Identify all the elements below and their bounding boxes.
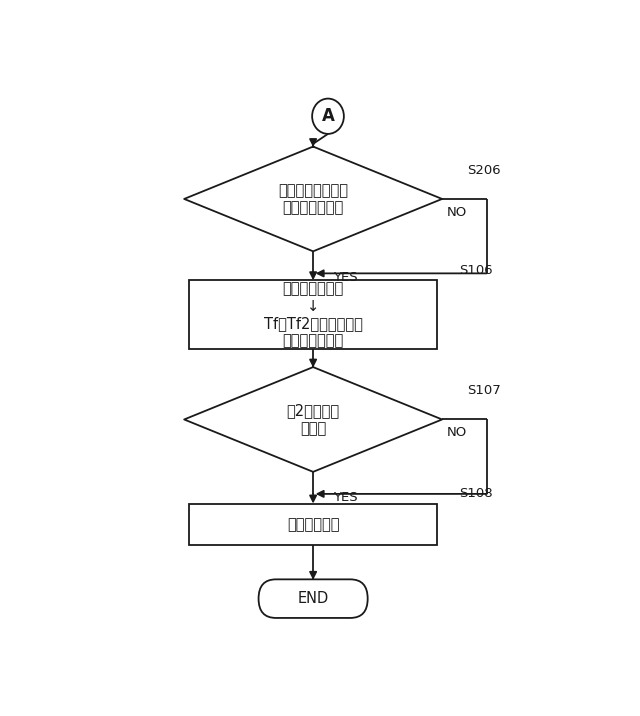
Text: 第2所定時間
経過？: 第2所定時間 経過？ bbox=[287, 403, 340, 435]
Text: S106: S106 bbox=[460, 263, 493, 277]
Text: 燃料添加量増量
↓
Tf＝Tf2となるように
燃料添加量調整: 燃料添加量増量 ↓ Tf＝Tf2となるように 燃料添加量調整 bbox=[264, 281, 362, 348]
Text: フィルタ再生処理
所定回数実行？: フィルタ再生処理 所定回数実行？ bbox=[278, 183, 348, 215]
Text: YES: YES bbox=[333, 271, 358, 284]
Text: NO: NO bbox=[447, 205, 467, 218]
Text: NO: NO bbox=[447, 426, 467, 439]
Text: S107: S107 bbox=[467, 384, 500, 397]
Text: A: A bbox=[321, 107, 335, 125]
Text: S108: S108 bbox=[460, 487, 493, 500]
Text: END: END bbox=[298, 591, 329, 606]
Text: YES: YES bbox=[333, 491, 358, 504]
Text: S206: S206 bbox=[467, 164, 500, 177]
Text: 燃料添加停止: 燃料添加停止 bbox=[287, 517, 339, 532]
